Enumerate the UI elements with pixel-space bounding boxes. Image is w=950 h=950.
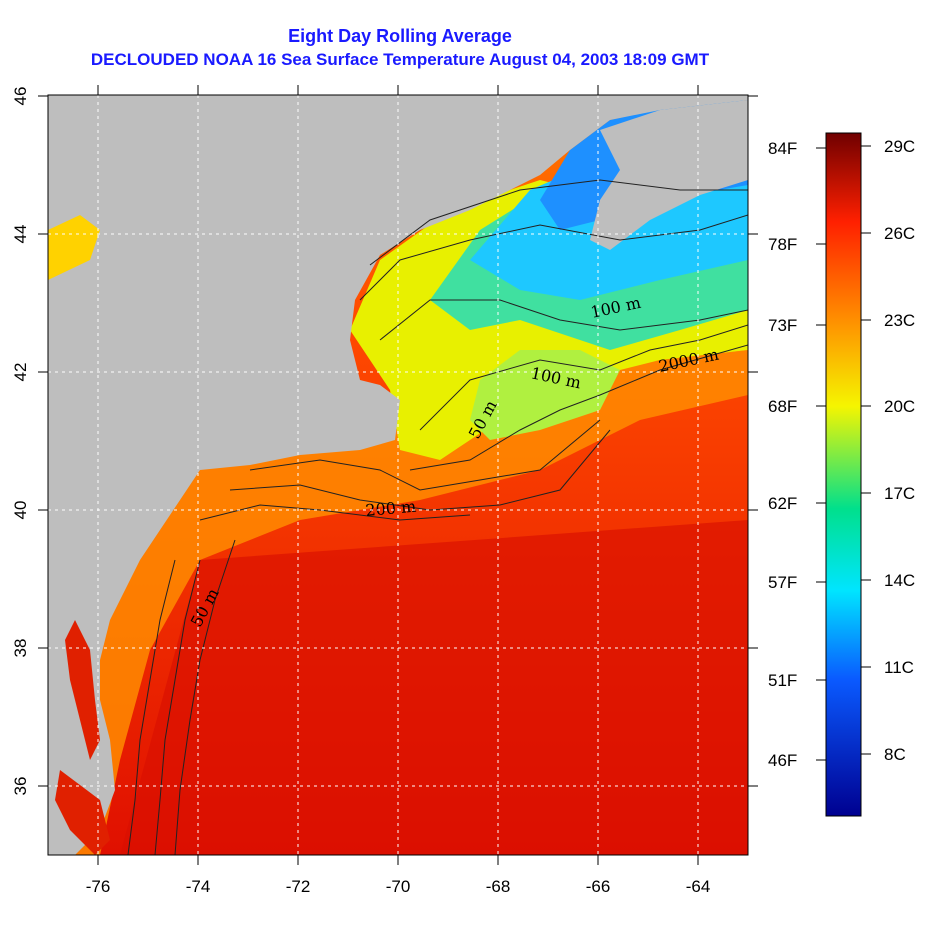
color-bar: [825, 132, 862, 817]
map-title: Eight Day Rolling Average: [288, 26, 512, 46]
celsius-label: 23C: [884, 311, 915, 330]
lat-label: 46: [11, 87, 30, 106]
temperature-color-scale: 84F 78F 73F 68F 62F 57F 51F 46F 29C 26C …: [768, 132, 915, 817]
lon-label: -64: [686, 877, 711, 896]
lon-label: -68: [486, 877, 511, 896]
fahrenheit-label: 78F: [768, 235, 797, 254]
chesapeake-bay: [65, 620, 100, 760]
shelf-water: [60, 350, 748, 855]
celsius-label: 8C: [884, 745, 906, 764]
lon-label: -72: [286, 877, 311, 896]
lon-label: -66: [586, 877, 611, 896]
map-subtitle: DECLOUDED NOAA 16 Sea Surface Temperatur…: [90, 50, 710, 69]
longitude-labels: -76 -74 -72 -70 -68 -66 -64: [86, 877, 711, 896]
lake-patch: [48, 215, 100, 280]
lat-label: 36: [11, 777, 30, 796]
celsius-label: 17C: [884, 484, 915, 503]
lat-label: 44: [11, 225, 30, 244]
fahrenheit-label: 84F: [768, 139, 797, 158]
celsius-label: 11C: [884, 658, 914, 677]
lon-label: -70: [386, 877, 411, 896]
fahrenheit-label: 68F: [768, 397, 797, 416]
fahrenheit-label: 46F: [768, 751, 797, 770]
fahrenheit-ticks: [816, 145, 871, 761]
contour-label-200m: 200 m: [365, 497, 417, 520]
celsius-label: 29C: [884, 137, 915, 156]
celsius-label: 26C: [884, 224, 915, 243]
lon-label: -76: [86, 877, 111, 896]
celsius-label: 20C: [884, 397, 915, 416]
map-panel: 100 m 2000 m 100 m 50 m 200 m 50 m: [48, 95, 748, 855]
lat-label: 40: [11, 501, 30, 520]
fahrenheit-label: 73F: [768, 316, 797, 335]
fahrenheit-label: 51F: [768, 671, 797, 690]
celsius-label: 14C: [884, 571, 915, 590]
pamlico-sound: [55, 770, 110, 855]
nova-scotia: [590, 100, 748, 250]
bathymetry-contours: [127, 179, 748, 855]
land-mass: [48, 95, 748, 855]
lat-label: 38: [11, 639, 30, 658]
latitude-labels: 36 38 40 42 44 46: [11, 87, 30, 796]
gulf-stream-region: [120, 520, 748, 855]
axis-ticks: [38, 85, 758, 865]
fahrenheit-label: 62F: [768, 494, 797, 513]
lat-label: 42: [11, 363, 30, 382]
fahrenheit-label: 57F: [768, 573, 797, 592]
lon-label: -74: [186, 877, 211, 896]
lat-lon-grid: [48, 95, 748, 855]
